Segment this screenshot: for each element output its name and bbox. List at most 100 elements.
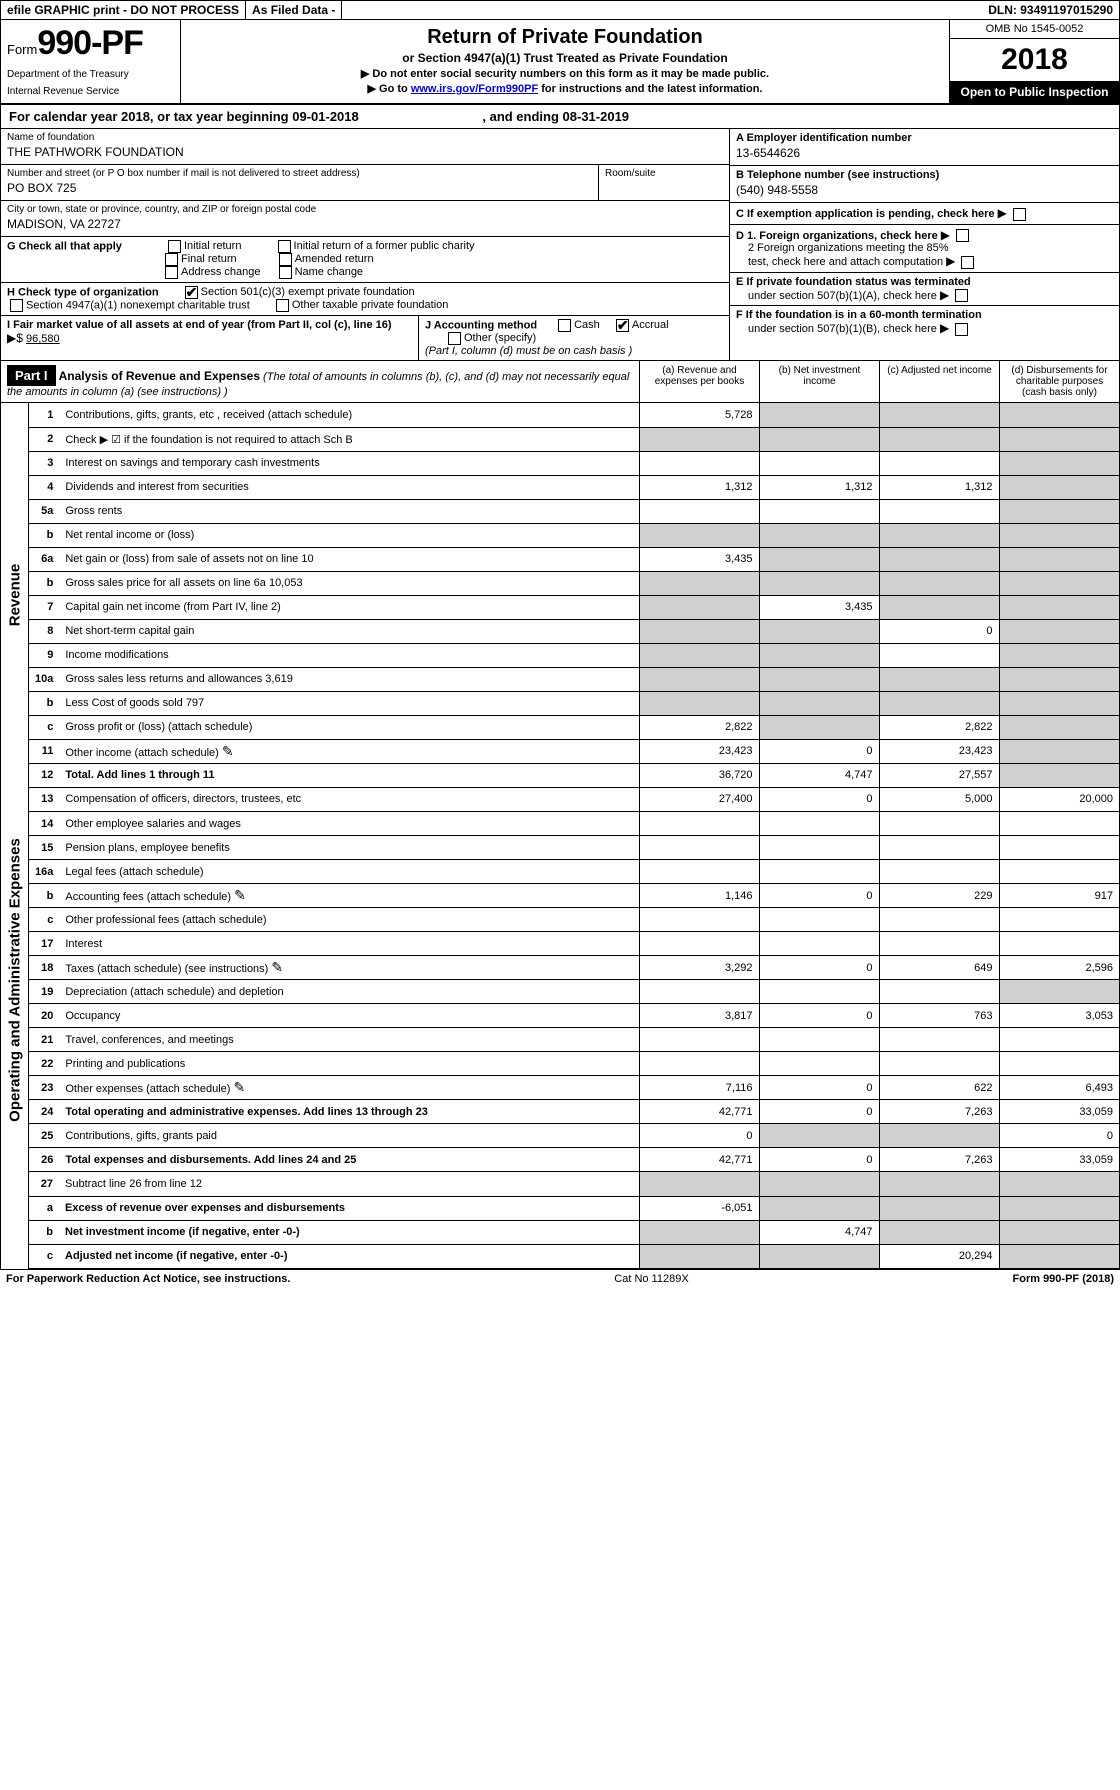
foreign-org-checkbox[interactable] — [956, 229, 969, 242]
form-note2: ▶ Go to www.irs.gov/Form990PF for instru… — [187, 82, 943, 95]
table-row: 25Contributions, gifts, grants paid00 — [29, 1124, 1119, 1148]
table-row: 21Travel, conferences, and meetings — [29, 1028, 1119, 1052]
header-right: OMB No 1545-0052 2018 Open to Public Ins… — [949, 20, 1119, 103]
accrual-checkbox[interactable] — [616, 319, 629, 332]
table-row: 12Total. Add lines 1 through 1136,7204,7… — [29, 763, 1119, 787]
revenue-section: Revenue 1Contributions, gifts, grants, e… — [1, 403, 1119, 788]
address-cell: Number and street (or P O box number if … — [1, 165, 599, 200]
other-taxable-checkbox[interactable] — [276, 299, 289, 312]
table-row: 23Other expenses (attach schedule) ✎7,11… — [29, 1076, 1119, 1100]
form-container: efile GRAPHIC print - DO NOT PROCESS As … — [0, 0, 1120, 1270]
g-checkboxes: G Check all that apply Initial return In… — [1, 237, 729, 283]
room-suite-cell: Room/suite — [599, 165, 729, 200]
header-title-block: Return of Private Foundation or Section … — [181, 20, 949, 103]
table-row: bGross sales price for all assets on lin… — [29, 571, 1119, 595]
cash-checkbox[interactable] — [558, 319, 571, 332]
c-exemption-cell: C If exemption application is pending, c… — [730, 203, 1119, 225]
table-row: 5aGross rents — [29, 499, 1119, 523]
info-section: Name of foundation THE PATHWORK FOUNDATI… — [1, 129, 1119, 361]
initial-former-checkbox[interactable] — [278, 240, 291, 253]
final-table: 27Subtract line 26 from line 12aExcess o… — [29, 1172, 1119, 1269]
footer-right: Form 990-PF (2018) — [1013, 1273, 1115, 1285]
table-row: 9Income modifications — [29, 643, 1119, 667]
table-row: 4Dividends and interest from securities1… — [29, 475, 1119, 499]
form-subtitle: or Section 4947(a)(1) Trust Treated as P… — [187, 51, 943, 65]
tax-year: 2018 — [950, 39, 1119, 81]
efile-notice: efile GRAPHIC print - DO NOT PROCESS — [1, 1, 246, 19]
address-change-checkbox[interactable] — [165, 266, 178, 279]
attachment-icon[interactable]: ✎ — [234, 1079, 246, 1095]
table-row: cOther professional fees (attach schedul… — [29, 908, 1119, 932]
foreign-85-checkbox[interactable] — [961, 256, 974, 269]
table-row: 3Interest on savings and temporary cash … — [29, 451, 1119, 475]
dln: DLN: 93491197015290 — [982, 1, 1119, 19]
col-a-header: (a) Revenue and expenses per books — [639, 361, 759, 402]
table-row: 24Total operating and administrative exp… — [29, 1100, 1119, 1124]
table-row: cAdjusted net income (if negative, enter… — [29, 1244, 1119, 1268]
irs-link[interactable]: www.irs.gov/Form990PF — [411, 83, 538, 95]
part1-header-row: Part I Analysis of Revenue and Expenses … — [1, 361, 1119, 403]
form-note1: ▶ Do not enter social security numbers o… — [187, 67, 943, 80]
attachment-icon[interactable]: ✎ — [271, 959, 283, 975]
ein-cell: A Employer identification number 13-6544… — [730, 129, 1119, 166]
part1-label: Part I — [7, 365, 56, 386]
page-footer: For Paperwork Reduction Act Notice, see … — [0, 1270, 1120, 1288]
attachment-icon[interactable]: ✎ — [234, 887, 246, 903]
city-cell: City or town, state or province, country… — [1, 201, 729, 237]
table-row: 17Interest — [29, 932, 1119, 956]
revenue-table: 1Contributions, gifts, grants, etc , rec… — [29, 403, 1119, 788]
table-row: 15Pension plans, employee benefits — [29, 836, 1119, 860]
footer-cat-no: Cat No 11289X — [290, 1273, 1012, 1285]
open-to-public: Open to Public Inspection — [950, 81, 1119, 103]
table-row: bNet investment income (if negative, ent… — [29, 1220, 1119, 1244]
h-checkboxes: H Check type of organization Section 501… — [1, 283, 729, 316]
d-foreign-cell: D 1. Foreign organizations, check here ▶… — [730, 225, 1119, 273]
table-row: 6aNet gain or (loss) from sale of assets… — [29, 547, 1119, 571]
calendar-year-row: For calendar year 2018, or tax year begi… — [1, 105, 1119, 129]
60month-checkbox[interactable] — [955, 323, 968, 336]
col-d-header: (d) Disbursements for charitable purpose… — [999, 361, 1119, 402]
4947-checkbox[interactable] — [10, 299, 23, 312]
f-60month-cell: F If the foundation is in a 60-month ter… — [730, 306, 1119, 339]
501c3-checkbox[interactable] — [185, 286, 198, 299]
omb-number: OMB No 1545-0052 — [950, 20, 1119, 39]
initial-return-checkbox[interactable] — [168, 240, 181, 253]
final-section: 27Subtract line 26 from line 12aExcess o… — [1, 1172, 1119, 1269]
table-row: aExcess of revenue over expenses and dis… — [29, 1196, 1119, 1220]
status-terminated-checkbox[interactable] — [955, 289, 968, 302]
table-row: 27Subtract line 26 from line 12 — [29, 1172, 1119, 1196]
exemption-pending-checkbox[interactable] — [1013, 208, 1026, 221]
table-row: 26Total expenses and disbursements. Add … — [29, 1148, 1119, 1172]
table-row: 14Other employee salaries and wages — [29, 812, 1119, 836]
expenses-section: Operating and Administrative Expenses 13… — [1, 788, 1119, 1173]
final-return-checkbox[interactable] — [165, 253, 178, 266]
table-row: 11Other income (attach schedule) ✎23,423… — [29, 739, 1119, 763]
j-accounting-cell: J Accounting method Cash Accrual Other (… — [419, 316, 729, 360]
table-row: bLess Cost of goods sold 797 — [29, 691, 1119, 715]
revenue-side-label: Revenue — [1, 403, 29, 788]
expenses-side-label: Operating and Administrative Expenses — [1, 788, 29, 1173]
table-row: 8Net short-term capital gain0 — [29, 619, 1119, 643]
table-row: cGross profit or (loss) (attach schedule… — [29, 715, 1119, 739]
other-method-checkbox[interactable] — [448, 332, 461, 345]
col-b-header: (b) Net investment income — [759, 361, 879, 402]
form-header: Form990-PF Department of the Treasury In… — [1, 20, 1119, 105]
table-row: 10aGross sales less returns and allowanc… — [29, 667, 1119, 691]
top-bar: efile GRAPHIC print - DO NOT PROCESS As … — [1, 1, 1119, 20]
table-row: bNet rental income or (loss) — [29, 523, 1119, 547]
table-row: 13Compensation of officers, directors, t… — [29, 788, 1119, 812]
form-title: Return of Private Foundation — [187, 26, 943, 49]
attachment-icon[interactable]: ✎ — [222, 743, 234, 759]
header-left: Form990-PF Department of the Treasury In… — [1, 20, 181, 103]
name-change-checkbox[interactable] — [279, 266, 292, 279]
table-row: 1Contributions, gifts, grants, etc , rec… — [29, 403, 1119, 427]
expenses-table: 13Compensation of officers, directors, t… — [29, 788, 1119, 1173]
col-c-header: (c) Adjusted net income — [879, 361, 999, 402]
table-row: bAccounting fees (attach schedule) ✎1,14… — [29, 884, 1119, 908]
table-row: 20Occupancy3,81707633,053 — [29, 1004, 1119, 1028]
as-filed: As Filed Data - — [246, 1, 342, 19]
table-row: 16aLegal fees (attach schedule) — [29, 860, 1119, 884]
i-fmv-cell: I Fair market value of all assets at end… — [1, 316, 419, 360]
amended-return-checkbox[interactable] — [279, 253, 292, 266]
table-row: 19Depreciation (attach schedule) and dep… — [29, 980, 1119, 1004]
